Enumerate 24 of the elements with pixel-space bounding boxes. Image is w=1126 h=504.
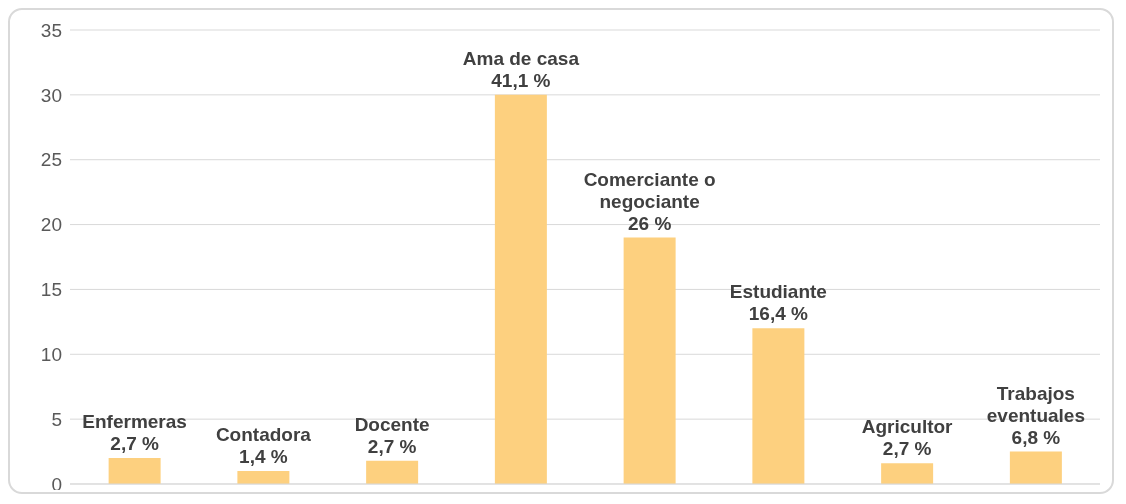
bar <box>1009 451 1062 484</box>
bar <box>108 458 161 484</box>
data-label: Trabajos eventuales 6,8 % <box>986 382 1085 448</box>
y-tick-label: 25 <box>40 149 62 171</box>
y-tick-label: 20 <box>40 214 62 236</box>
y-tick-label: 15 <box>40 279 62 301</box>
data-label: Docente 2,7 % <box>354 413 430 457</box>
data-label: Comerciante o negociante 26 % <box>583 168 716 234</box>
y-tick-label: 35 <box>40 19 62 41</box>
y-tick-label: 30 <box>40 84 62 106</box>
data-label: Agricultor 2,7 % <box>861 416 954 460</box>
data-label: Estudiante 16,4 % <box>729 281 827 325</box>
bar <box>881 463 934 484</box>
data-label: Enfermeras 2,7 % <box>82 411 187 455</box>
data-label: Ama de casa 41,1 % <box>462 47 580 91</box>
bar <box>623 237 676 484</box>
y-tick-label: 10 <box>40 344 62 366</box>
data-label: Contadora 1,4 % <box>215 424 312 468</box>
bar <box>237 471 290 484</box>
y-tick-label: 5 <box>51 408 62 430</box>
bar <box>752 328 805 484</box>
bar <box>494 94 547 484</box>
bar <box>366 460 419 484</box>
y-tick-label: 0 <box>51 473 62 495</box>
